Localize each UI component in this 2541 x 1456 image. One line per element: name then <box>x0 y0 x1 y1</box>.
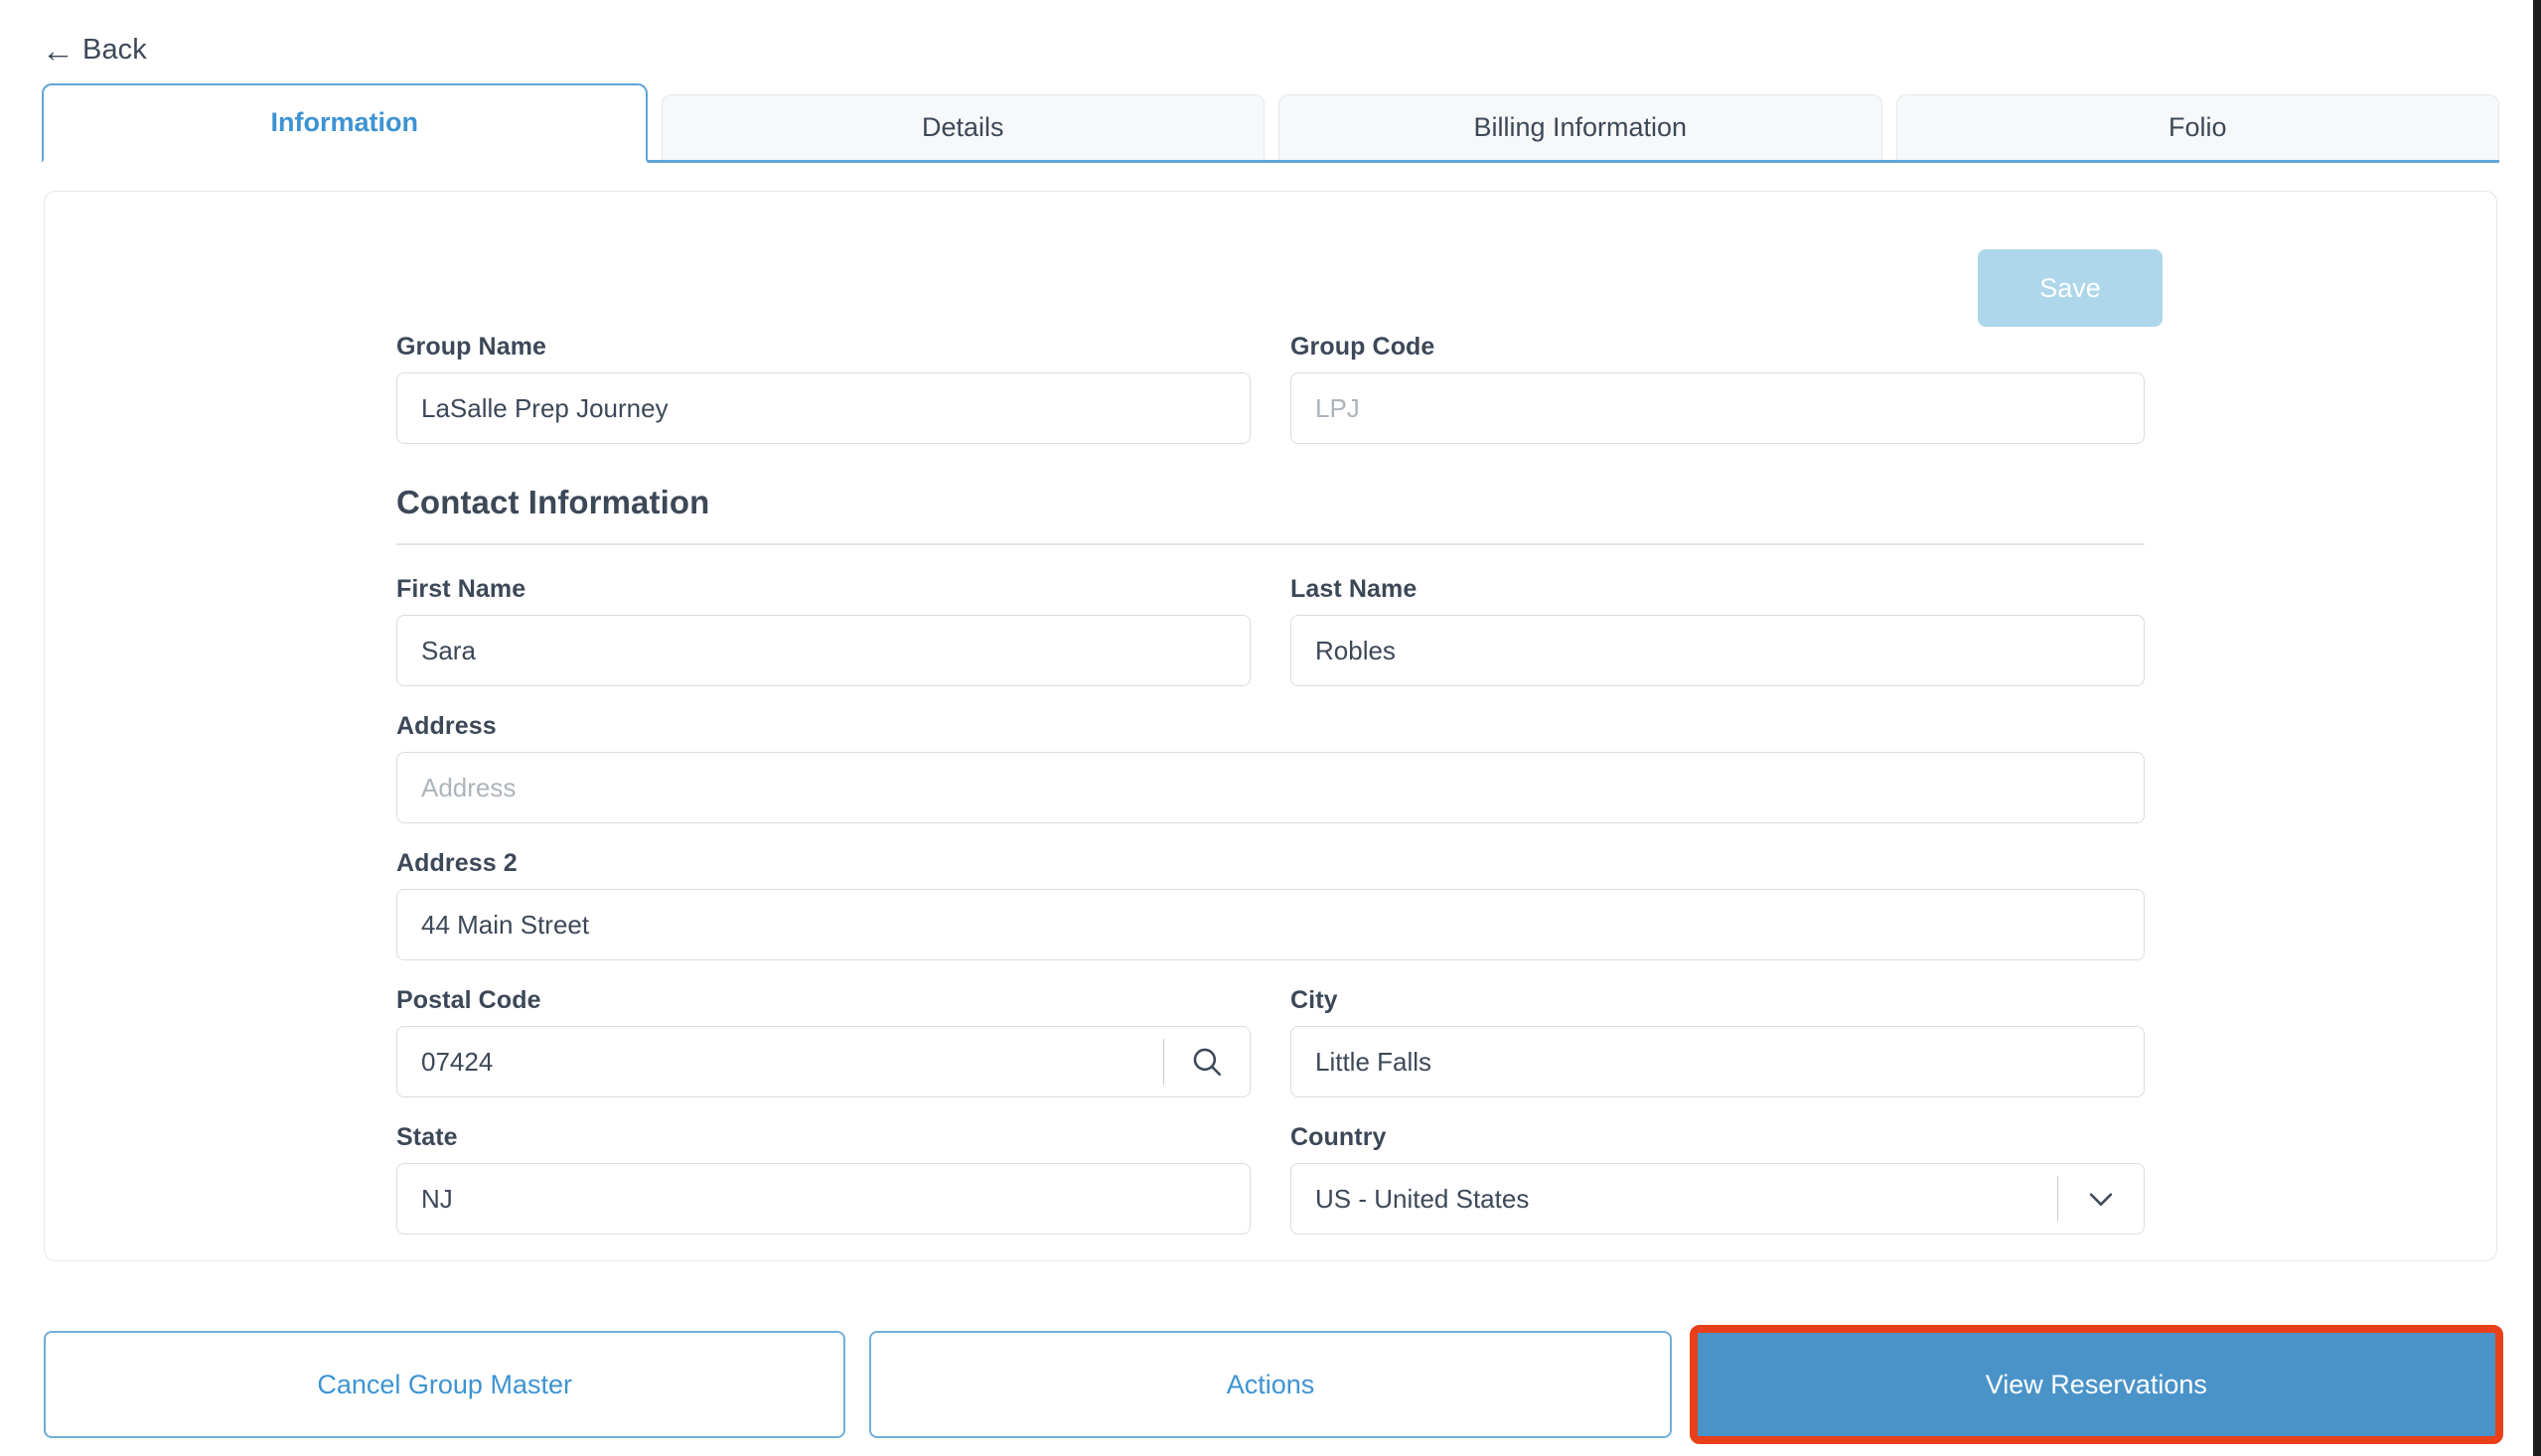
tab-billing-information-label: Billing Information <box>1473 112 1688 142</box>
country-value: US - United States <box>1315 1184 1530 1214</box>
tab-information[interactable]: Information <box>42 83 648 163</box>
back-button[interactable]: ← Back <box>42 30 147 70</box>
tab-billing-information[interactable]: Billing Information <box>1278 94 1882 160</box>
group-code-placeholder: LPJ <box>1315 393 1360 423</box>
group-code-input[interactable]: LPJ <box>1290 372 2145 444</box>
cancel-group-master-wrap: Cancel Group Master <box>44 1331 846 1438</box>
address-label: Address <box>396 712 497 740</box>
actions-button[interactable]: Actions <box>869 1331 1672 1438</box>
window-right-edge <box>2533 0 2541 1456</box>
tab-information-label: Information <box>270 107 419 137</box>
tab-folio[interactable]: Folio <box>1895 94 2499 160</box>
group-name-value: LaSalle Prep Journey <box>421 393 669 423</box>
last-name-label: Last Name <box>1290 575 1418 603</box>
view-reservations-button[interactable]: View Reservations <box>1695 1331 2497 1438</box>
last-name-value: Robles <box>1315 636 1396 665</box>
city-input[interactable]: Little Falls <box>1290 1026 2145 1097</box>
last-name-input[interactable]: Robles <box>1290 615 2145 686</box>
arrow-left-icon: ← <box>42 31 75 69</box>
save-button[interactable]: Save <box>1978 249 2163 327</box>
form-row-address: Address Address <box>396 712 2145 823</box>
state-value: NJ <box>421 1184 453 1214</box>
country-label: Country <box>1290 1123 1387 1151</box>
field-address: Address Address <box>396 712 2145 823</box>
group-name-input[interactable]: LaSalle Prep Journey <box>396 372 1251 444</box>
field-address2: Address 2 44 Main Street <box>396 849 2145 960</box>
field-country: Country US - United States <box>1290 1123 2145 1235</box>
postal-code-label: Postal Code <box>396 986 541 1014</box>
address2-label: Address 2 <box>396 849 518 877</box>
search-icon[interactable] <box>1190 1045 1224 1079</box>
state-label: State <box>396 1123 458 1151</box>
information-panel-inner: Save Group Name LaSalle Prep Journey Gro… <box>45 192 2496 1260</box>
back-label: Back <box>82 33 147 66</box>
contact-information-title: Contact Information <box>396 484 710 520</box>
field-state: State NJ <box>396 1123 1251 1235</box>
first-name-label: First Name <box>396 575 526 603</box>
city-label: City <box>1290 986 1338 1014</box>
address-input[interactable]: Address <box>396 752 2145 823</box>
first-name-input[interactable]: Sara <box>396 615 1251 686</box>
form-row-state-country: State NJ Country US - United States <box>396 1123 2145 1235</box>
tab-details[interactable]: Details <box>661 94 1265 160</box>
form-row-group: Group Name LaSalle Prep Journey Group Co… <box>396 333 2145 444</box>
actions-wrap: Actions <box>869 1331 1672 1438</box>
tab-strip: Information Details Billing Information … <box>42 83 2499 163</box>
form-row-postal-city: Postal Code 07424 <box>396 986 2145 1097</box>
postal-code-value: 07424 <box>421 1047 494 1077</box>
field-city: City Little Falls <box>1290 986 2145 1097</box>
contact-information-section: Contact Information <box>396 484 2145 545</box>
view-reservations-wrap: View Reservations <box>1689 1325 2503 1444</box>
input-divider <box>1163 1039 1164 1085</box>
postal-code-search-wrap <box>1163 1027 1250 1096</box>
field-last-name: Last Name Robles <box>1290 575 2145 686</box>
group-name-label: Group Name <box>396 333 547 361</box>
form-row-address2: Address 2 44 Main Street <box>396 849 2145 960</box>
city-value: Little Falls <box>1315 1047 1432 1077</box>
country-input[interactable]: US - United States <box>1290 1163 2145 1235</box>
first-name-value: Sara <box>421 636 476 665</box>
postal-code-input[interactable]: 07424 <box>396 1026 1251 1097</box>
field-group-name: Group Name LaSalle Prep Journey <box>396 333 1251 444</box>
information-panel: Save Group Name LaSalle Prep Journey Gro… <box>44 191 2497 1261</box>
tab-details-label: Details <box>921 112 1004 142</box>
chevron-down-icon[interactable] <box>2084 1182 2118 1216</box>
address2-input[interactable]: 44 Main Street <box>396 889 2145 960</box>
footer-actions: Cancel Group Master Actions View Reserva… <box>44 1325 2503 1444</box>
tab-folio-label: Folio <box>2167 112 2227 142</box>
field-first-name: First Name Sara <box>396 575 1251 686</box>
input-divider <box>2057 1176 2058 1222</box>
form-row-name: First Name Sara Last Name Robles <box>396 575 2145 686</box>
country-adornment <box>2057 1164 2144 1234</box>
cancel-group-master-button[interactable]: Cancel Group Master <box>44 1331 846 1438</box>
group-form: Group Name LaSalle Prep Journey Group Co… <box>88 333 2453 1235</box>
field-postal-code: Postal Code 07424 <box>396 986 1251 1097</box>
save-row: Save <box>88 192 2453 327</box>
group-code-label: Group Code <box>1290 333 1435 361</box>
field-group-code: Group Code LPJ <box>1290 333 2145 444</box>
address2-value: 44 Main Street <box>421 910 590 940</box>
state-input[interactable]: NJ <box>396 1163 1251 1235</box>
section-divider <box>396 543 2145 545</box>
address-placeholder: Address <box>421 773 517 802</box>
